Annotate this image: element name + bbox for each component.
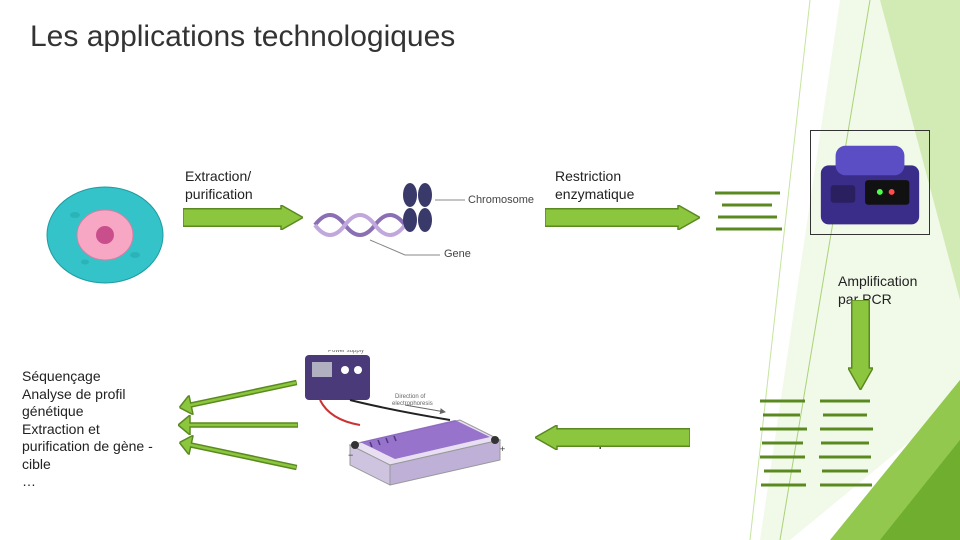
arrow-restriction [545, 205, 700, 230]
arrow-extraction [183, 205, 303, 230]
restriction-label: Restriction enzymatique [555, 168, 634, 203]
arrow-seq-3 [177, 433, 299, 478]
extraction-label: Extraction/ purification [185, 168, 253, 203]
dna-fragments-bottom [755, 395, 875, 490]
svg-text:electrophoresis: electrophoresis [392, 401, 433, 407]
arrow-electrophorese [535, 425, 690, 450]
page-title: Les applications technologiques [30, 20, 455, 54]
arrow-seq-1 [177, 373, 299, 418]
gene-caption: Gene [444, 248, 471, 260]
dna-fragments-top [710, 185, 790, 235]
cell-diagram [40, 180, 170, 290]
electrophoresis-setup: Power supply − + Direction of electropho… [300, 350, 510, 490]
svg-text:Power supply: Power supply [328, 350, 364, 354]
chromosome-diagram: Chromosome Gene [310, 170, 510, 270]
svg-text:+: + [500, 444, 505, 454]
pcr-machine [810, 130, 930, 235]
sequencing-label: Séquençage Analyse de profil génétique E… [22, 368, 153, 491]
chromosome-caption: Chromosome [468, 194, 534, 206]
arrow-seq-2 [178, 415, 298, 435]
arrow-amplification [848, 300, 873, 390]
svg-text:Direction of: Direction of [395, 394, 426, 400]
svg-text:−: − [348, 450, 353, 460]
